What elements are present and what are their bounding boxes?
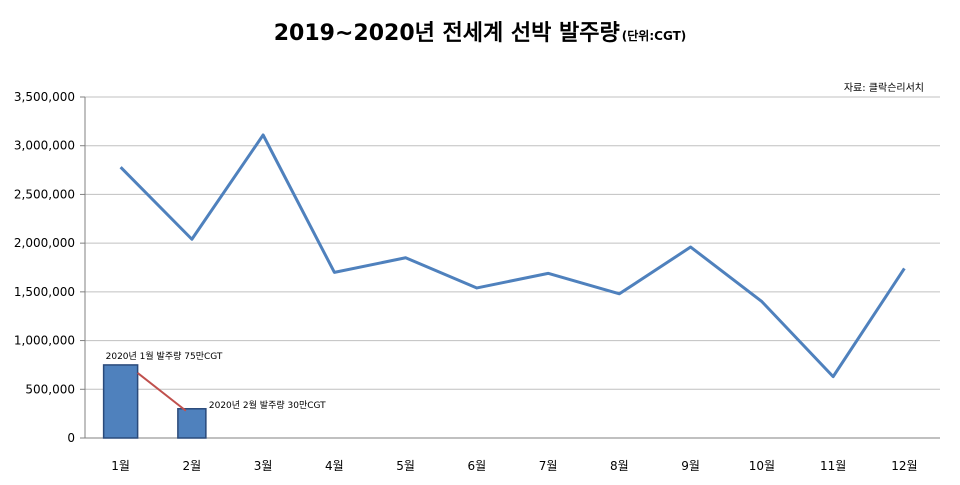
y-tick-label: 3,000,000 [14,139,75,153]
bar-annotation: 2020년 2월 발주량 30만CGT [209,399,326,411]
bar-annotation: 2020년 1월 발주량 75만CGT [106,350,223,362]
series-line [119,133,906,379]
x-tick-label: 6월 [468,459,487,473]
x-tick-label: 5월 [396,459,415,473]
bar-series: 2020년 1월 발주량 75만CGT 2020년 2월 발주량 30만CGT [102,350,326,439]
x-tick-label: 7월 [539,459,558,473]
x-tick-label: 10월 [749,459,775,473]
y-tick-label: 3,500,000 [14,90,75,104]
chart-title-text: 2019~2020년 전세계 선박 발주량 [274,21,620,46]
y-tick-label: 2,000,000 [14,236,75,250]
x-tick-label: 12월 [891,459,917,473]
y-tick-label: 500,000 [25,382,75,396]
chart-title: 2019~2020년 전세계 선박 발주량 (단위:CGT) [274,21,687,46]
x-tick-label: 8월 [610,459,629,473]
x-tick-label: 11월 [820,459,846,473]
y-tick-label: 1,000,000 [14,334,75,348]
x-tick-label: 9월 [681,459,700,473]
chart-source: 자료: 클락슨리서치 [844,82,924,94]
x-tick-label: 2월 [183,459,202,473]
y-tick-label: 2,500,000 [14,187,75,201]
x-tick-label: 1월 [111,459,130,473]
y-axis-ticks: 0 500,000 1,000,000 1,500,000 2,000,000 2,500… [14,90,75,445]
bar-connector-line [137,372,187,412]
y-tick-label: 0 [67,431,75,445]
x-tick-label: 3월 [254,459,273,473]
x-tick-label: 4월 [325,459,344,473]
chart-unit-text: (단위:CGT) [622,28,686,43]
x-axis-ticks: 1월 2월 3월 4월 5월 6월 7월 8월 9월 10월 11월 12월 [111,459,917,473]
grid-lines [80,96,940,439]
bar [102,364,139,439]
y-tick-label: 1,500,000 [14,285,75,299]
line-series [119,133,906,379]
bar [177,408,207,439]
